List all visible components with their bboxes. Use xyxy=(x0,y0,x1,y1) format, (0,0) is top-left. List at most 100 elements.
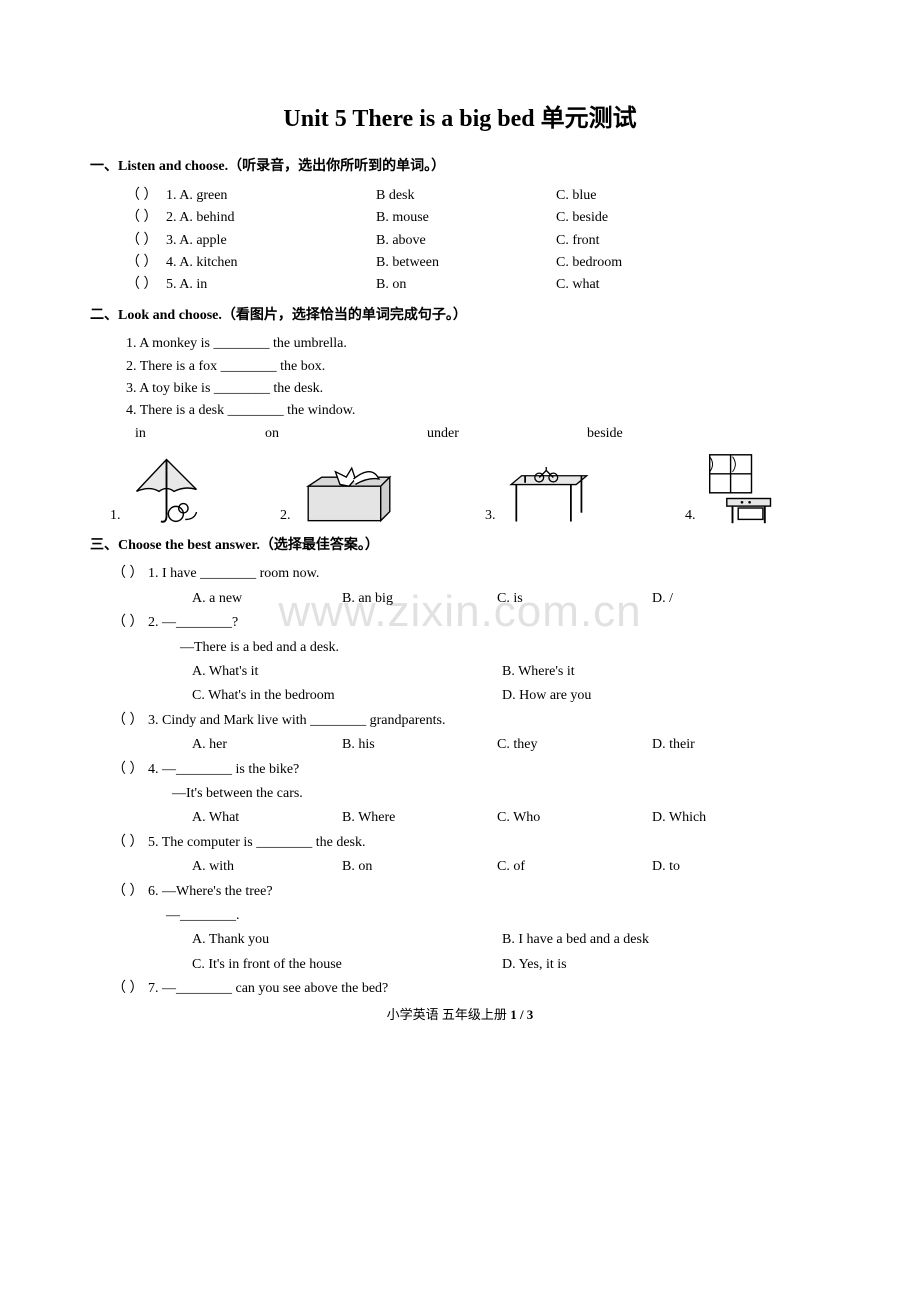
opt-c: C. they xyxy=(497,734,652,756)
section-1-bold: Listen and choose. xyxy=(118,159,228,174)
opt-a: A. apple xyxy=(179,233,226,248)
paren: （ ） xyxy=(112,759,148,781)
q3-4-sub: —It's between the cars. xyxy=(172,783,830,805)
q-num: 2. xyxy=(148,615,159,630)
listen-row-2: （ ） 2. A. behind B. mouse C. beside xyxy=(126,207,830,229)
opt-b: B. I have a bed and a desk xyxy=(502,929,830,951)
s2-sent-4: 4. There is a desk ________ the window. xyxy=(126,400,830,422)
listen-row-3: （ ） 3. A. apple B. above C. front xyxy=(126,230,830,252)
img-num-3: 3. xyxy=(485,505,496,527)
word-in: in xyxy=(135,423,265,445)
paren: （ ） xyxy=(112,881,148,903)
paren: （ ） xyxy=(112,612,148,634)
opt-c: C. is xyxy=(497,588,652,610)
q-num: 4. xyxy=(166,255,177,270)
opt-d: D. to xyxy=(652,856,830,878)
opt-b: B. Where xyxy=(342,807,497,829)
paren: （ ） xyxy=(126,230,166,252)
q-text: —________? xyxy=(162,615,238,630)
opt-c: C. what xyxy=(556,274,830,296)
section-1-prefix: 一、 xyxy=(90,159,118,174)
paren: （ ） xyxy=(112,563,148,585)
images-row: 1. 2. xyxy=(110,451,830,527)
q3-5: （ ） 5. The computer is ________ the desk… xyxy=(112,832,830,854)
s2-sent-2: 2. There is a fox ________ the box. xyxy=(126,356,830,378)
opt-c: C. bedroom xyxy=(556,252,830,274)
s2-sent-3: 3. A toy bike is ________ the desk. xyxy=(126,378,830,400)
section-3-bold: Choose the best answer. xyxy=(118,538,260,553)
opt-c: C. front xyxy=(556,230,830,252)
opt-c: C. beside xyxy=(556,207,830,229)
opt-d: D. Which xyxy=(652,807,830,829)
s2-sent-1: 1. A monkey is ________ the umbrella. xyxy=(126,333,830,355)
word-under: under xyxy=(427,423,587,445)
paren: （ ） xyxy=(126,207,166,229)
q-num: 3. xyxy=(148,713,159,728)
footer-text: 小学英语 五年级上册 xyxy=(387,1007,507,1022)
q3-6-sub: —________. xyxy=(166,905,830,927)
q-num: 3. xyxy=(166,233,177,248)
opt-c: C. Who xyxy=(497,807,652,829)
q-text: —Where's the tree? xyxy=(162,884,273,899)
q-num: 5. xyxy=(148,835,159,850)
paren: （ ） xyxy=(126,185,166,207)
opt-b: B. on xyxy=(342,856,497,878)
q3-1: （ ） 1. I have ________ room now. xyxy=(112,563,830,585)
q-num: 6. xyxy=(148,884,159,899)
section-1-heading: 一、Listen and choose.（听录音，选出你所听到的单词。） xyxy=(90,156,830,178)
section-2-cn: （看图片，选择恰当的单词完成句子。） xyxy=(222,308,467,323)
opt-b: B. Where's it xyxy=(502,661,830,683)
word-on: on xyxy=(265,423,427,445)
opt-a: A. What xyxy=(192,807,342,829)
opt-a: A. What's it xyxy=(192,661,502,683)
img-num-1: 1. xyxy=(110,505,121,527)
opt-d: D. / xyxy=(652,588,830,610)
paren: （ ） xyxy=(126,252,166,274)
section-2-prefix: 二、 xyxy=(90,308,118,323)
listen-row-5: （ ） 5. A. in B. on C. what xyxy=(126,274,830,296)
paren: （ ） xyxy=(112,832,148,854)
opt-a: A. in xyxy=(179,277,207,292)
q-num: 7. xyxy=(148,981,159,996)
word-bank: in on under beside xyxy=(135,423,830,445)
q3-6: （ ） 6. —Where's the tree? xyxy=(112,881,830,903)
q-text: Cindy and Mark live with ________ grandp… xyxy=(162,713,445,728)
footer-page: 1 / 3 xyxy=(510,1007,533,1022)
opt-c: C. What's in the bedroom xyxy=(192,685,502,707)
opt-d: D. How are you xyxy=(502,685,830,707)
bike-desk-icon xyxy=(504,465,592,527)
window-desk-icon xyxy=(704,451,780,527)
opt-c: C. It's in front of the house xyxy=(192,954,502,976)
opt-b: B. mouse xyxy=(376,207,556,229)
listen-row-1: （ ） 1. A. green B desk C. blue xyxy=(126,185,830,207)
fox-box-icon xyxy=(299,459,399,527)
q-num: 4. xyxy=(148,762,159,777)
opt-d: D. their xyxy=(652,734,830,756)
page-footer: 小学英语 五年级上册 1 / 3 xyxy=(90,1005,830,1026)
q-num: 1. xyxy=(166,188,177,203)
q3-2-sub: —There is a bed and a desk. xyxy=(180,637,830,659)
section-2-bold: Look and choose. xyxy=(118,308,222,323)
section-2-heading: 二、Look and choose.（看图片，选择恰当的单词完成句子。） xyxy=(90,305,830,327)
opt-b: B. between xyxy=(376,252,556,274)
opt-b: B. an big xyxy=(342,588,497,610)
opt-a: A. behind xyxy=(179,210,234,225)
img-num-4: 4. xyxy=(685,505,696,527)
opt-a: A. green xyxy=(179,188,227,203)
opt-b: B desk xyxy=(376,185,556,207)
q3-7: （ ） 7. —________ can you see above the b… xyxy=(112,978,830,1000)
opt-a: A. her xyxy=(192,734,342,756)
opt-b: B. above xyxy=(376,230,556,252)
opt-a: A. a new xyxy=(192,588,342,610)
q-num: 5. xyxy=(166,277,177,292)
q3-2: （ ） 2. —________? xyxy=(112,612,830,634)
q3-3: （ ） 3. Cindy and Mark live with ________… xyxy=(112,710,830,732)
section-3-cn: （选择最佳答案。） xyxy=(260,538,379,553)
word-beside: beside xyxy=(587,423,830,445)
opt-a: A. Thank you xyxy=(192,929,502,951)
opt-d: D. Yes, it is xyxy=(502,954,830,976)
q-text: I have ________ room now. xyxy=(162,566,319,581)
q-num: 2. xyxy=(166,210,177,225)
section-1-cn: （听录音，选出你所听到的单词。） xyxy=(228,159,445,174)
opt-c: C. of xyxy=(497,856,652,878)
